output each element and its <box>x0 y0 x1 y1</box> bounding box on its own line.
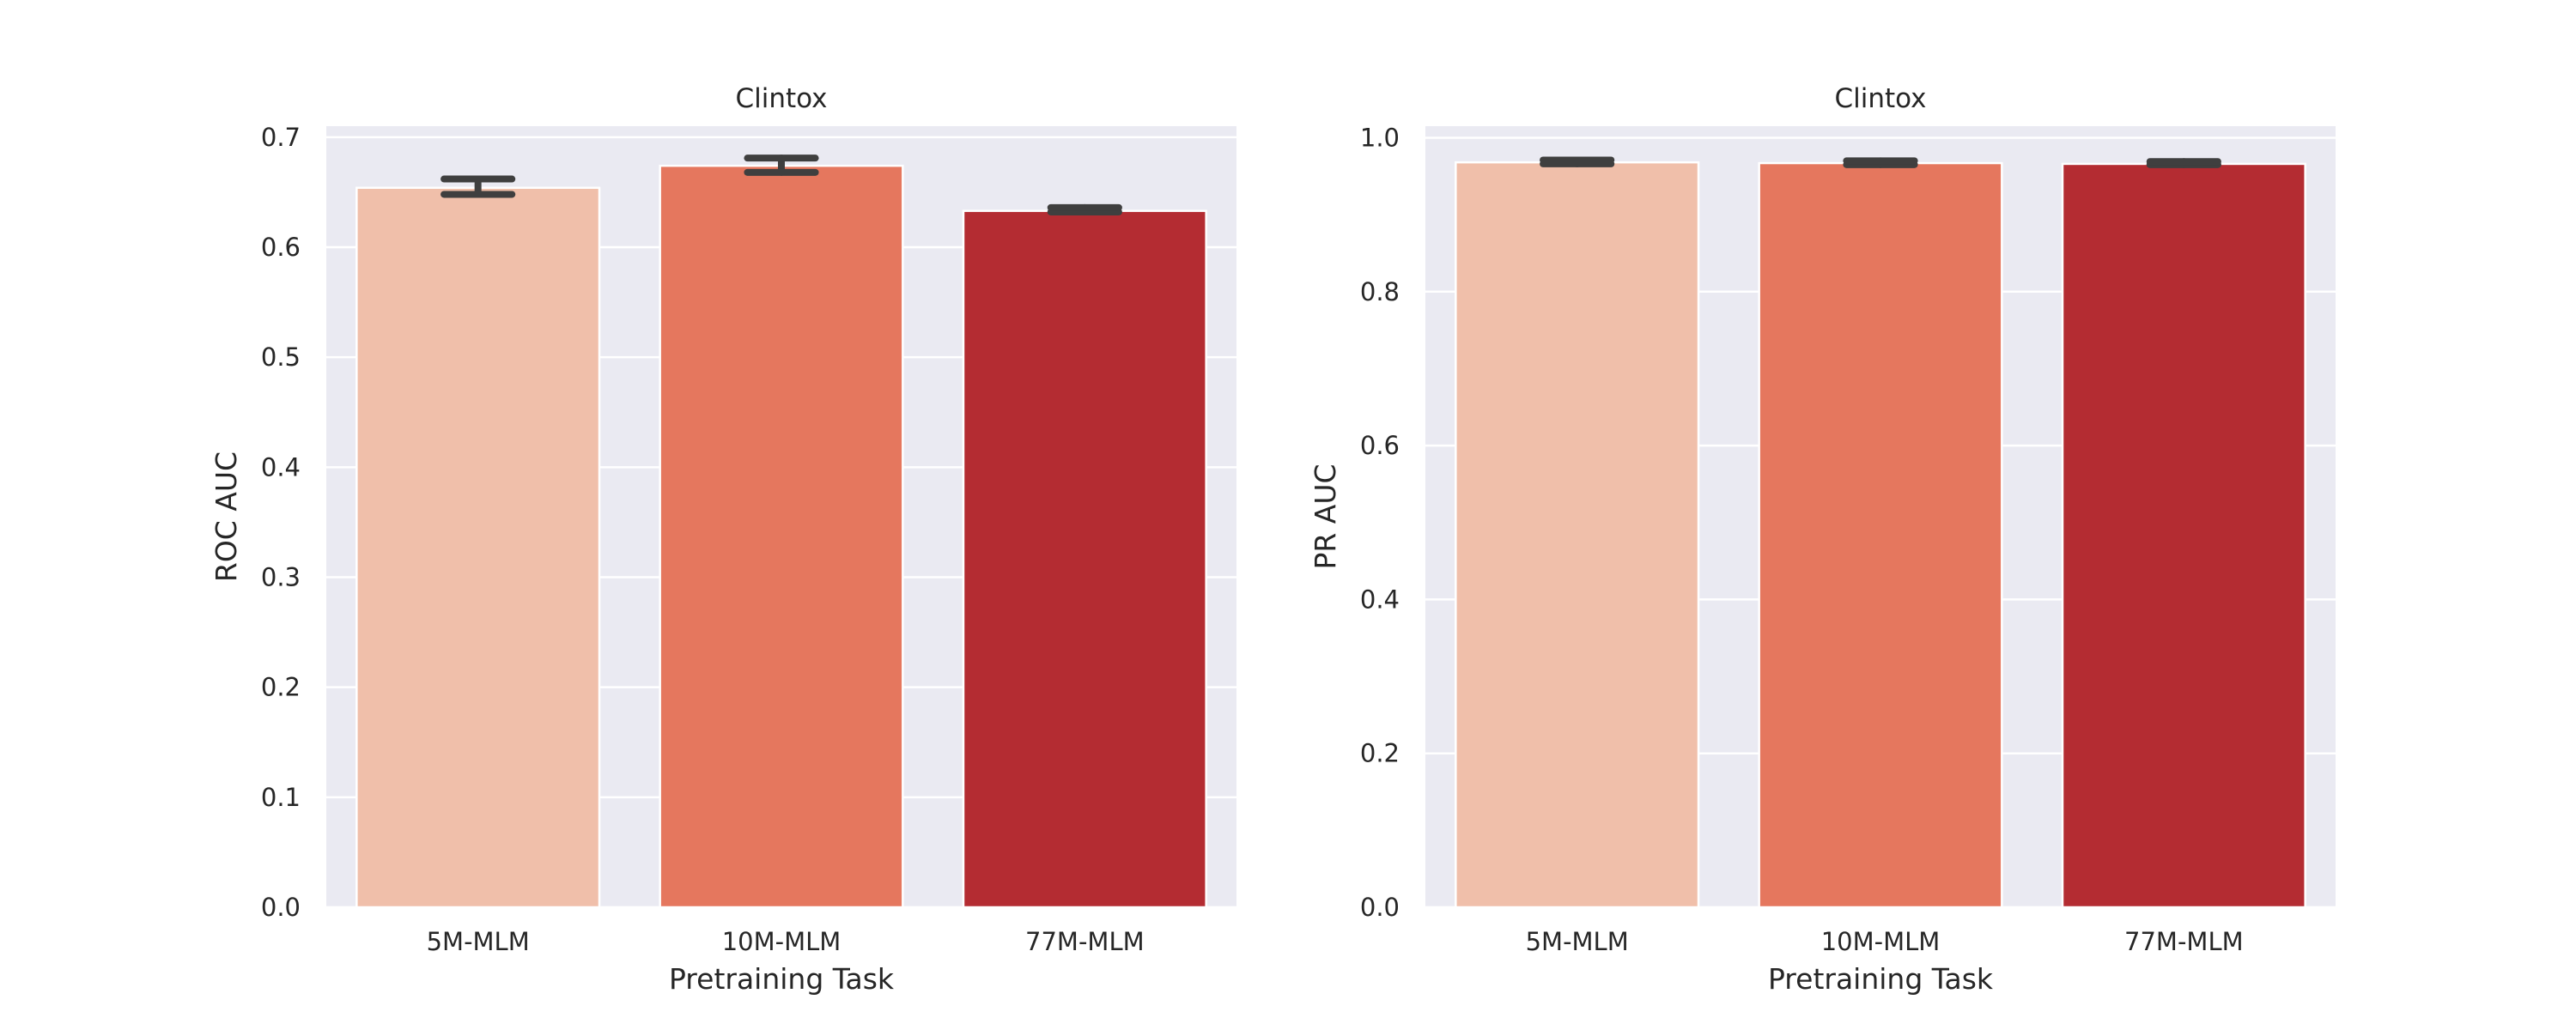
y-tick-label: 0.2 <box>1360 739 1400 768</box>
bar-10m-mlm <box>1758 161 2003 909</box>
y-tick-label: 0.4 <box>261 452 301 482</box>
x-tick-label: 5M-MLM <box>427 927 530 956</box>
roc-auc-panel: 0.0 0.1 0.2 0.3 0.4 0.5 0.6 0.7 5M-MLM 10M-MLM 77… <box>210 83 1236 996</box>
y-tick-label: 0.0 <box>261 893 301 922</box>
bar-5m-mlm <box>355 186 601 909</box>
chart-title: Clintox <box>1834 83 1926 114</box>
y-tick-label: 0.4 <box>1360 585 1400 614</box>
bars <box>355 164 1207 909</box>
y-tick-labels: 0.0 0.1 0.2 0.3 0.4 0.5 0.6 0.7 <box>261 123 301 922</box>
x-tick-labels: 5M-MLM 10M-MLM 77M-MLM <box>1526 927 2244 956</box>
x-tick-label: 5M-MLM <box>1526 927 1629 956</box>
y-tick-label: 0.2 <box>261 673 301 702</box>
y-tick-label: 0.6 <box>1360 431 1400 460</box>
y-axis-label: PR AUC <box>1309 464 1342 569</box>
error-bar-10m-mlm <box>1843 157 1918 168</box>
chart-title: Clintox <box>735 83 827 114</box>
bars <box>1455 161 2306 909</box>
error-bar-10m-mlm <box>744 154 819 176</box>
y-axis-label: ROC AUC <box>210 451 243 582</box>
bar-77m-mlm <box>2061 162 2306 909</box>
error-bar-77m-mlm <box>2146 158 2221 168</box>
error-bar-5m-mlm <box>1540 156 1615 167</box>
x-tick-label: 77M-MLM <box>1025 927 1145 956</box>
y-tick-labels: 0.0 0.2 0.4 0.6 0.8 1.0 <box>1360 123 1400 922</box>
error-bar-77m-mlm <box>1047 203 1122 215</box>
y-tick-label: 0.7 <box>261 123 301 152</box>
error-bars <box>440 154 1122 215</box>
x-tick-label: 77M-MLM <box>2124 927 2244 956</box>
y-tick-label: 0.1 <box>261 783 301 812</box>
bar-77m-mlm <box>962 209 1207 909</box>
x-tick-label: 10M-MLM <box>722 927 841 956</box>
x-axis-label: Pretraining Task <box>669 962 895 996</box>
error-bar-5m-mlm <box>440 175 516 198</box>
y-tick-label: 0.3 <box>261 562 301 591</box>
x-axis-label: Pretraining Task <box>1768 962 1994 996</box>
y-tick-label: 0.6 <box>261 233 301 262</box>
y-tick-label: 1.0 <box>1360 123 1400 152</box>
y-tick-label: 0.5 <box>261 342 301 372</box>
bar-5m-mlm <box>1455 161 1700 909</box>
pr-auc-panel: 0.00.20.40.60.81.0 5M-MLM 10M-MLM 77M-MLM … <box>1309 83 2336 996</box>
y-tick-label: 0.8 <box>1360 277 1400 306</box>
error-bars <box>1540 156 2221 168</box>
bar-10m-mlm <box>659 164 904 909</box>
x-tick-labels: 5M-MLM 10M-MLM 77M-MLM <box>427 927 1145 956</box>
y-tick-label: 0.0 <box>1360 893 1400 922</box>
x-tick-label: 10M-MLM <box>1821 927 1941 956</box>
